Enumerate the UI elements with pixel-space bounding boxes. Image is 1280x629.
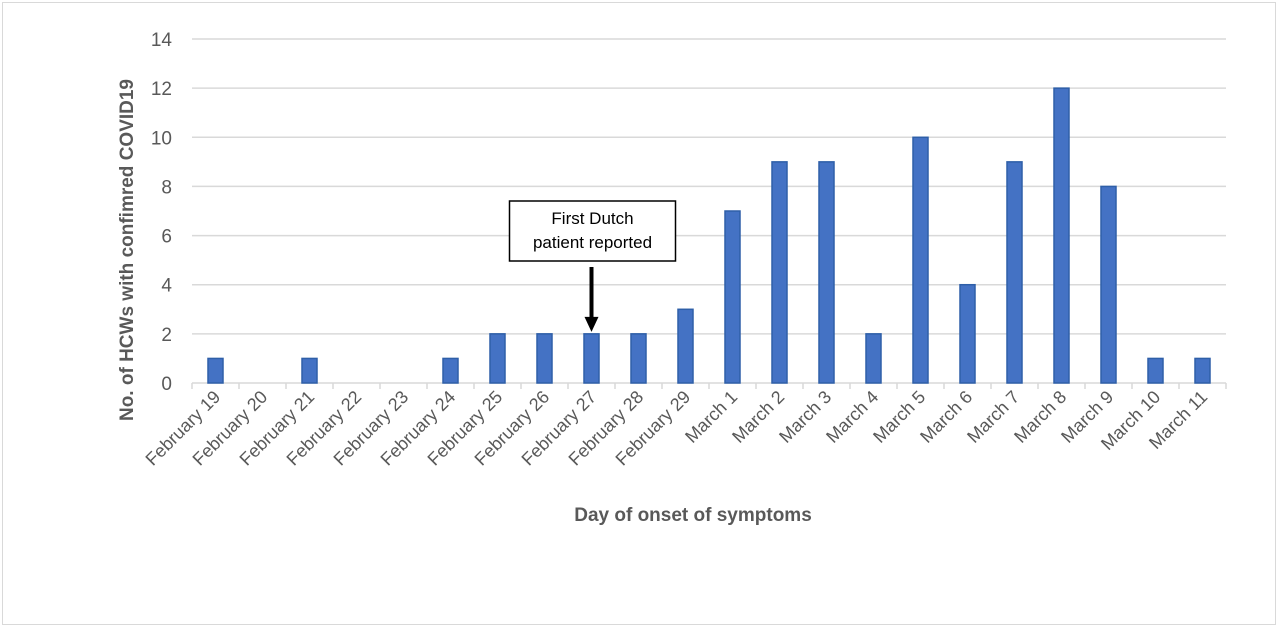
x-axis-title: Day of onset of symptoms xyxy=(574,505,812,526)
bar-march-7 xyxy=(1006,161,1023,384)
bars xyxy=(207,87,1211,384)
bar-march-1 xyxy=(724,210,741,384)
y-tick-label: 4 xyxy=(161,276,172,297)
y-tick-label: 8 xyxy=(161,177,172,198)
bar-march-9 xyxy=(1100,185,1117,384)
bar-february-27 xyxy=(583,333,600,384)
bar-february-28 xyxy=(630,333,647,384)
gridlines xyxy=(191,38,1227,389)
bar-march-10 xyxy=(1147,357,1164,384)
y-tick-label: 10 xyxy=(151,128,172,149)
bar-february-29 xyxy=(677,308,694,384)
bar-february-24 xyxy=(442,357,459,384)
bar-march-11 xyxy=(1194,357,1211,384)
bar-february-19 xyxy=(207,357,224,384)
bar-february-25 xyxy=(489,333,506,384)
bar-march-5 xyxy=(912,136,929,384)
y-tick-label: 6 xyxy=(161,227,172,248)
bar-march-2 xyxy=(771,161,788,384)
y-axis-title: No. of HCWs with confimred COVID19 xyxy=(117,79,138,421)
annotation-arrowhead xyxy=(584,316,599,332)
annotation-box xyxy=(508,200,677,262)
annotation-line-2: patient reported xyxy=(533,233,652,252)
annotation: First Dutch patient reported xyxy=(508,200,677,332)
y-tick-label: 2 xyxy=(161,325,172,346)
bar-february-21 xyxy=(301,357,318,384)
bar-march-3 xyxy=(818,161,835,384)
bar-february-26 xyxy=(536,333,553,384)
bar-march-4 xyxy=(865,333,882,384)
y-tick-label: 14 xyxy=(151,30,173,51)
bar-march-6 xyxy=(959,283,976,384)
y-tick-label: 12 xyxy=(151,79,172,100)
annotation-line-1: First Dutch xyxy=(551,209,633,228)
bar-march-8 xyxy=(1053,87,1070,384)
y-axis-ticks: 0 2 4 6 8 10 12 14 xyxy=(151,30,173,395)
y-tick-label: 0 xyxy=(161,374,172,395)
